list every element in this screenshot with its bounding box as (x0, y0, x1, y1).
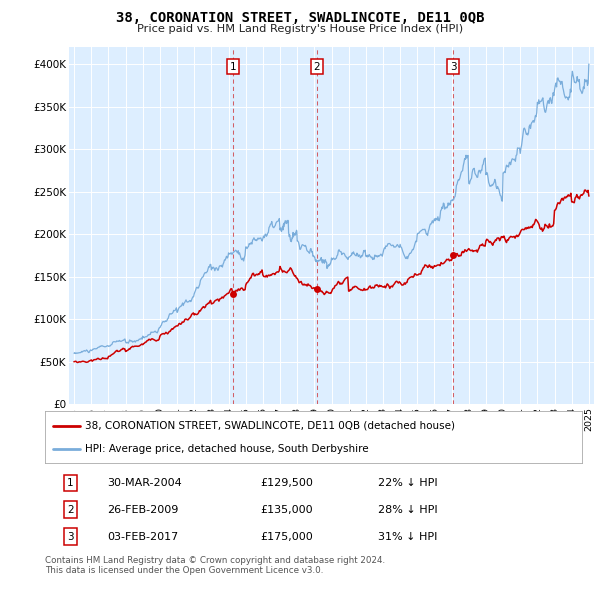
Text: Price paid vs. HM Land Registry's House Price Index (HPI): Price paid vs. HM Land Registry's House … (137, 24, 463, 34)
Text: 3: 3 (67, 532, 74, 542)
Text: £135,000: £135,000 (260, 505, 313, 514)
Text: 28% ↓ HPI: 28% ↓ HPI (378, 505, 437, 514)
Text: This data is licensed under the Open Government Licence v3.0.: This data is licensed under the Open Gov… (45, 566, 323, 575)
Text: 22% ↓ HPI: 22% ↓ HPI (378, 478, 437, 488)
Text: 1: 1 (67, 478, 74, 488)
Text: HPI: Average price, detached house, South Derbyshire: HPI: Average price, detached house, Sout… (85, 444, 369, 454)
Text: 26-FEB-2009: 26-FEB-2009 (107, 505, 178, 514)
Text: 1: 1 (230, 62, 236, 72)
Text: Contains HM Land Registry data © Crown copyright and database right 2024.: Contains HM Land Registry data © Crown c… (45, 556, 385, 565)
Text: 30-MAR-2004: 30-MAR-2004 (107, 478, 182, 488)
Text: 2: 2 (67, 505, 74, 514)
Text: 3: 3 (450, 62, 457, 72)
Text: 2: 2 (314, 62, 320, 72)
Text: £129,500: £129,500 (260, 478, 313, 488)
Text: 03-FEB-2017: 03-FEB-2017 (107, 532, 178, 542)
Text: 38, CORONATION STREET, SWADLINCOTE, DE11 0QB (detached house): 38, CORONATION STREET, SWADLINCOTE, DE11… (85, 421, 455, 431)
Text: 31% ↓ HPI: 31% ↓ HPI (378, 532, 437, 542)
Text: 38, CORONATION STREET, SWADLINCOTE, DE11 0QB: 38, CORONATION STREET, SWADLINCOTE, DE11… (116, 11, 484, 25)
Text: £175,000: £175,000 (260, 532, 313, 542)
